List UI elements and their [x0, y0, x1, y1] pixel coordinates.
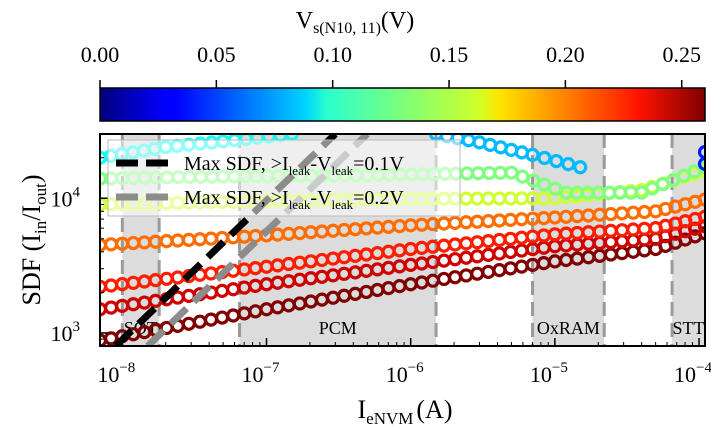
series-v-0.26: [100, 226, 705, 346]
colorbar-tick-label: 0.00: [81, 42, 120, 67]
data-point: [573, 160, 588, 175]
colorbar-title: Vs(N10, 11)(V): [296, 8, 415, 37]
x-tick-label: 10−4: [674, 360, 711, 387]
data-point: [537, 150, 552, 166]
x-tick-label: 10−6: [386, 360, 424, 387]
legend-box: [107, 139, 461, 217]
colorbar-tick-label: 0.25: [662, 42, 701, 67]
x-tick-label: 10−5: [530, 360, 568, 387]
series-v-0.08: [428, 134, 588, 175]
region-label-pcm: PCM: [319, 318, 357, 338]
series-v-0.2: [100, 192, 705, 253]
x-tick-label: 10−7: [242, 360, 280, 387]
y-tick-label: 104: [51, 184, 81, 211]
data-point: [697, 209, 705, 224]
data-point: [697, 145, 705, 160]
series-v-0.24: [100, 219, 705, 317]
colorbar: Vs(N10, 11)(V) 0.00 0.05 0.10 0.15 0.20 0.25: [81, 8, 706, 122]
region-label-oxram: OxRAM: [537, 318, 600, 338]
data-point: [697, 192, 705, 207]
data-point: [561, 157, 576, 172]
data-point: [697, 156, 705, 171]
series-v-0.04: [697, 145, 705, 171]
colorbar-tick-label: 0.20: [546, 42, 585, 67]
colorbar-tick-label: 0.05: [197, 42, 236, 67]
y-tick-label: 103: [51, 319, 81, 346]
region-label-stt: STT: [673, 318, 705, 338]
plot-area: SOT PCM OxRAM STT 10−8 10−7 10−6 10−5 10−4 1031…: [51, 133, 711, 387]
data-point: [525, 147, 540, 162]
max-sdf-line-2: [145, 134, 370, 346]
data-point: [697, 219, 705, 234]
legend: Max SDF, >Ileak-Vleak=0.1V Max SDF, >Ilea…: [107, 139, 461, 217]
x-tick-label: 10−8: [97, 360, 135, 387]
data-point: [549, 153, 564, 169]
legend-label: Max SDF, >Ileak-Vleak=0.2V: [184, 187, 404, 212]
plot-frame: [99, 133, 706, 347]
max-sdf-line-1: [113, 134, 338, 346]
colorbar-tick-label: 0.15: [430, 42, 469, 67]
series-v-0.22: [100, 209, 705, 294]
legend-label: Max SDF, >Ileak-Vleak=0.1V: [184, 153, 404, 178]
y-axis-label: SDF (Iin/Iout): [17, 174, 50, 305]
x-axis-label: IeNVM (A): [358, 395, 453, 428]
colorbar-tick-label: 0.10: [313, 42, 352, 67]
colorbar-gradient: [99, 87, 706, 122]
